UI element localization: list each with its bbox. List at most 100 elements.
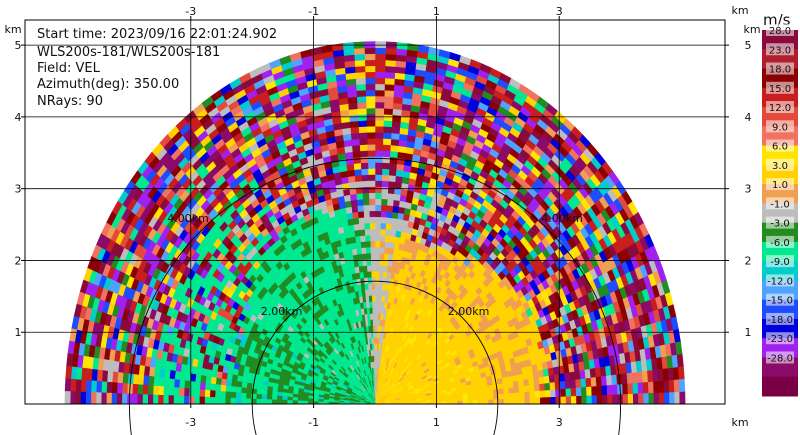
radar-cell xyxy=(554,380,561,390)
radar-cell xyxy=(637,381,644,394)
radar-cell xyxy=(658,391,665,404)
radar-cell xyxy=(355,186,363,195)
radar-cell xyxy=(366,270,372,278)
radar-cell xyxy=(575,378,582,388)
radar-cell xyxy=(374,125,384,133)
radar-cell xyxy=(406,43,419,52)
radar-cell xyxy=(374,101,385,109)
radar-cell xyxy=(565,395,572,404)
radar-cell xyxy=(364,59,376,67)
radar-cell xyxy=(544,389,551,398)
radar-cell xyxy=(378,258,385,266)
radar-cell xyxy=(365,107,376,115)
radar-cell xyxy=(382,150,391,158)
radar-cell xyxy=(388,162,397,171)
radar-cell xyxy=(374,186,382,194)
radar-cell xyxy=(374,325,378,332)
radar-cell xyxy=(389,229,397,237)
radar-cell xyxy=(374,282,379,290)
radar-cell xyxy=(370,270,376,278)
radar-cell xyxy=(601,394,608,404)
radar-cell xyxy=(357,113,367,122)
radar-cell xyxy=(524,391,531,399)
radar-cell xyxy=(350,132,360,140)
radar-cell xyxy=(384,77,395,85)
radar-cell xyxy=(367,149,376,157)
radar-cell xyxy=(374,258,380,266)
radar-cell xyxy=(374,270,380,278)
radar-cell xyxy=(384,59,396,67)
radar-cell xyxy=(378,276,383,284)
radar-cell xyxy=(353,168,362,177)
radar-velocity-field xyxy=(64,41,686,404)
radar-cell xyxy=(596,394,603,404)
radar-cell xyxy=(355,192,364,201)
radar-cell xyxy=(374,204,382,212)
radar-cell xyxy=(508,397,515,404)
radar-cell xyxy=(368,192,376,200)
radar-cell xyxy=(382,271,388,279)
radar-cell xyxy=(374,107,385,115)
radar-cell xyxy=(365,89,376,97)
radar-cell xyxy=(359,150,368,158)
radar-cell xyxy=(374,276,380,284)
radar-cell xyxy=(385,222,392,231)
radar-cell xyxy=(355,83,366,91)
radar-cell xyxy=(363,41,376,49)
radar-cell xyxy=(358,131,368,140)
radar-cell xyxy=(385,216,393,225)
radar-cell xyxy=(377,288,383,296)
radar-cell xyxy=(524,397,531,404)
radar-cell xyxy=(390,217,398,225)
radar-cell xyxy=(360,246,367,255)
radar-cell xyxy=(638,392,645,404)
radar-cell xyxy=(374,306,379,314)
radar-cell xyxy=(642,381,650,394)
radar-cell xyxy=(508,392,515,399)
radar-cell xyxy=(467,399,474,404)
radar-cell xyxy=(374,83,385,91)
radar-cell xyxy=(379,246,385,254)
radar-cell xyxy=(483,399,490,404)
radar-cell xyxy=(518,385,525,393)
radar-cell xyxy=(386,198,394,207)
radar-cell xyxy=(382,125,392,134)
radar-cell xyxy=(369,240,376,248)
radar-cell xyxy=(679,391,686,404)
radar-cell xyxy=(374,41,387,49)
radar-cell xyxy=(349,120,359,128)
radar-cell xyxy=(374,65,386,73)
radar-cell xyxy=(351,144,361,153)
radar-cell xyxy=(363,216,370,224)
radar-cell xyxy=(381,168,390,176)
radar-cell xyxy=(369,222,376,230)
radar-cell xyxy=(354,180,363,189)
radar-cell xyxy=(384,240,390,249)
radar-cell xyxy=(367,174,376,181)
radar-cell xyxy=(358,125,368,134)
radar-cell xyxy=(374,168,383,175)
radar-cell xyxy=(395,42,408,50)
radar-cell xyxy=(362,204,370,212)
radar-cell xyxy=(503,392,510,400)
radar-cell xyxy=(387,180,396,189)
radar-cell xyxy=(369,228,376,236)
radar-cell xyxy=(472,399,479,404)
radar-cell xyxy=(355,89,367,98)
radar-cell xyxy=(361,186,370,194)
radar-cell xyxy=(374,137,384,145)
radar-cell xyxy=(576,395,583,404)
radar-cell xyxy=(389,144,399,153)
radar-cell xyxy=(379,234,386,242)
radar-cell xyxy=(514,397,521,404)
radar-cell xyxy=(374,210,382,218)
radar-cell xyxy=(391,120,401,128)
radar-cell xyxy=(374,198,382,206)
radar-cell xyxy=(361,252,367,261)
radar-cell xyxy=(370,252,376,260)
radar-cell xyxy=(627,393,634,404)
radar-cell xyxy=(585,377,592,388)
radar-cell xyxy=(380,210,387,218)
radar-cell xyxy=(353,162,362,171)
radar-cell xyxy=(378,270,384,278)
